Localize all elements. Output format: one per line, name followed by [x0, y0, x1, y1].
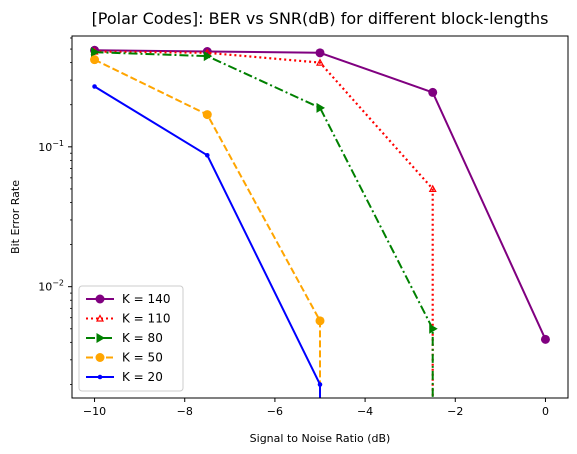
- x-tick-label: −6: [267, 405, 283, 418]
- x-tick-label: −8: [177, 405, 193, 418]
- legend-marker-k-80: [96, 333, 105, 343]
- legend-box: [78, 285, 184, 392]
- data-point-k-80-0: [91, 47, 100, 58]
- data-point-k-80-2: [316, 102, 325, 113]
- legend-marker-k-50: [95, 353, 105, 362]
- legend-marker-k-140: [95, 294, 105, 304]
- series-line-k-80: [94, 51, 434, 398]
- data-point-k-140-2: [315, 48, 325, 58]
- legend-marker-k-110: [95, 314, 105, 322]
- series-k-80: [91, 47, 438, 398]
- data-point-k-110-3: [428, 184, 437, 193]
- data-point-k-140-4: [540, 334, 550, 344]
- series-line-k-50: [94, 58, 321, 398]
- y-axis: 10−2 10−1: [38, 37, 72, 385]
- data-point-k-50-1: [202, 110, 212, 120]
- x-axis: −10 −8 −6 −4 −2 0: [83, 398, 549, 418]
- legend-label-k-110: K = 110: [122, 312, 170, 326]
- x-tick-label: −10: [83, 405, 106, 418]
- legend-label-k-20: K = 20: [122, 370, 163, 384]
- x-tick-label: 0: [542, 405, 549, 418]
- data-marks: [90, 45, 550, 398]
- legend-label-k-140: K = 140: [122, 292, 170, 306]
- plot-area: [71, 35, 569, 399]
- x-axis-label: Signal to Noise Ratio (dB): [250, 432, 391, 445]
- series-k-50: [90, 55, 325, 398]
- series-line-k-110: [94, 50, 434, 398]
- legend: K = 140 K = 110 K = 80 K = 50 K = 20: [78, 285, 184, 392]
- data-point-k-80-3: [429, 323, 438, 334]
- legend-label-k-50: K = 50: [122, 351, 163, 365]
- data-point-k-20-2: [317, 382, 323, 387]
- data-point-k-50-0: [90, 55, 100, 65]
- legend-marker-k-20: [97, 374, 103, 380]
- legend-label-k-80: K = 80: [122, 331, 163, 345]
- data-point-k-80-1: [203, 51, 213, 62]
- y-tick-label: 10−1: [38, 139, 64, 154]
- x-tick-label: −4: [357, 405, 373, 418]
- y-tick-label: 10−2: [38, 279, 64, 294]
- x-tick-label: −2: [447, 405, 463, 418]
- data-point-k-50-2: [315, 316, 325, 326]
- data-point-k-20-1: [204, 152, 210, 158]
- data-point-k-140-3: [428, 87, 438, 97]
- series-line-k-20: [93, 85, 321, 398]
- data-point-k-110-2: [315, 58, 325, 66]
- plot-frame: [71, 35, 569, 399]
- data-point-k-20-0: [92, 84, 97, 89]
- chart-title: [Polar Codes]: BER vs SNR(dB) for differ…: [92, 9, 549, 28]
- y-axis-label: Bit Error Rate: [9, 180, 22, 254]
- series-k-20: [92, 84, 323, 398]
